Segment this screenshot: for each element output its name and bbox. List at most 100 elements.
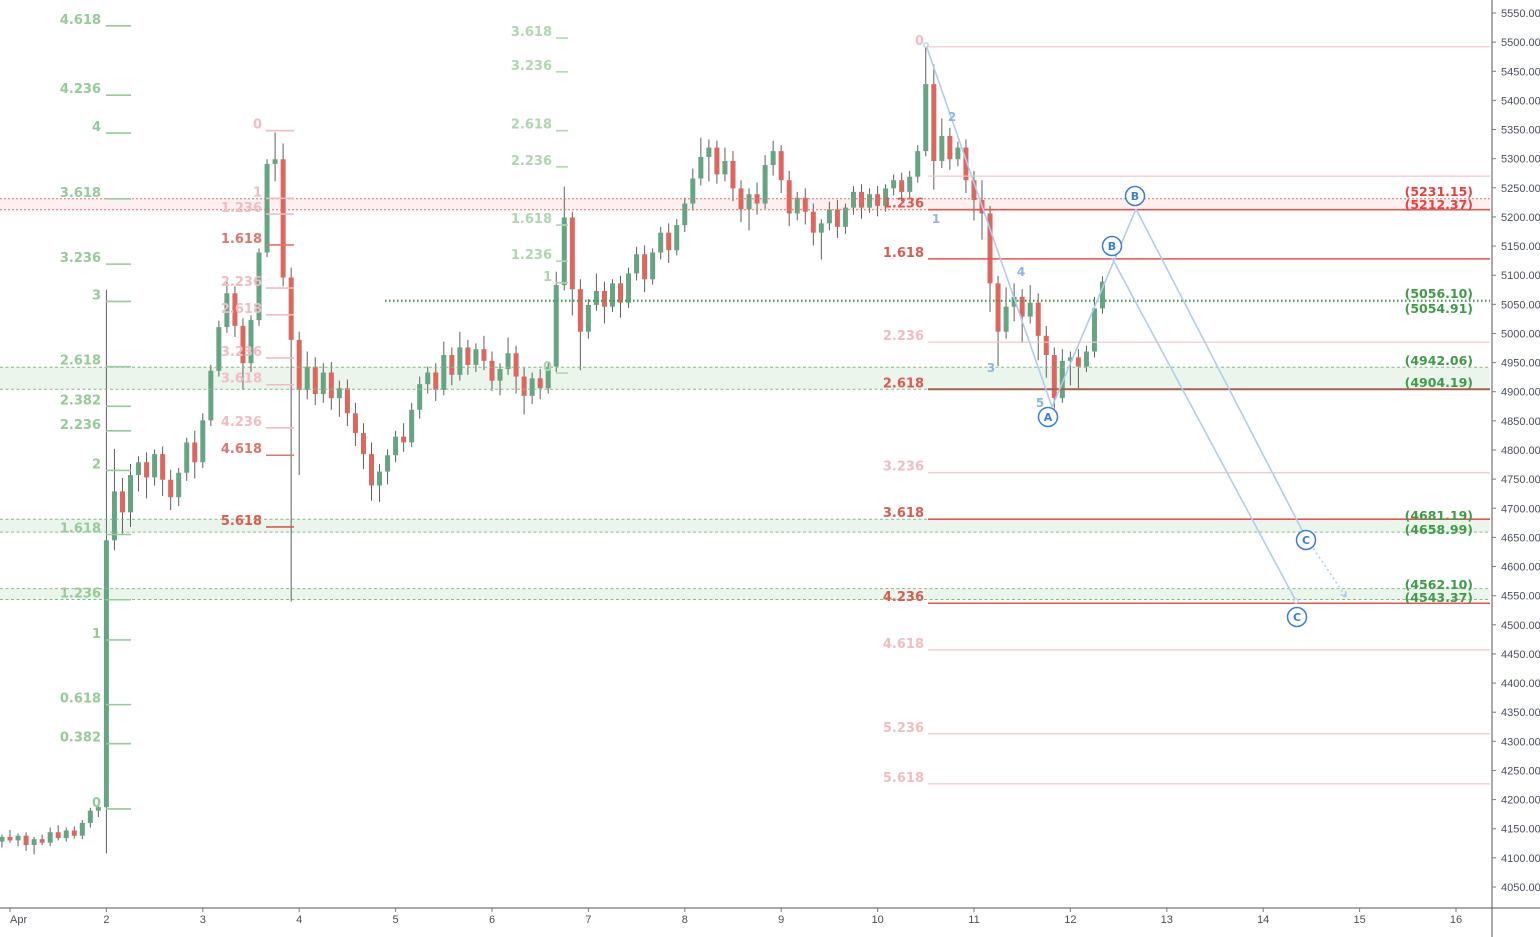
elliott-wave-drawing[interactable]: 1 2 3 4 5A B B C C xyxy=(923,42,1347,628)
candle-down xyxy=(192,442,198,463)
fib-level-label: 1.618 xyxy=(883,246,924,261)
time-axis-label: 6 xyxy=(489,914,495,926)
candle-up xyxy=(127,475,133,513)
candle-up xyxy=(248,320,254,364)
candle-down xyxy=(328,372,334,399)
wave-projection-line[interactable] xyxy=(1051,208,1137,408)
wave-letter-circle[interactable] xyxy=(1101,235,1123,257)
candle-down xyxy=(802,197,808,212)
wave-letter-circle[interactable] xyxy=(1124,185,1146,207)
price-axis-label: 5500.00 xyxy=(1501,37,1540,49)
time-axis-label: 5 xyxy=(393,914,399,926)
time-axis-label: 13 xyxy=(1161,914,1173,926)
candle-up xyxy=(634,254,640,274)
fib-level-label: 2.236 xyxy=(511,154,552,169)
candle-up xyxy=(1067,357,1073,361)
candle-down xyxy=(368,454,374,486)
candle-down xyxy=(834,209,840,227)
candle-down xyxy=(1051,355,1057,399)
candle-down xyxy=(730,160,736,189)
fib-level-label: 5.236 xyxy=(883,721,924,736)
arrow-head-icon xyxy=(1340,590,1347,598)
candle-up xyxy=(417,384,423,410)
candle-up xyxy=(891,180,897,189)
candle-up xyxy=(867,194,873,208)
candle-up xyxy=(15,835,21,841)
candle-up xyxy=(87,810,93,823)
candle-up xyxy=(200,420,206,463)
wave-digit-label: 5 xyxy=(1036,396,1044,410)
fib-level-label: 3.236 xyxy=(883,460,924,475)
fib-level-label: 4.236 xyxy=(221,415,262,430)
wave-endpoint-dot[interactable] xyxy=(923,42,929,48)
candle-up xyxy=(184,442,190,473)
candle-up xyxy=(320,372,326,395)
fib-band[interactable] xyxy=(0,367,1490,390)
time-axis[interactable]: Apr 2 3 4 5 6 7 8 9 10 11 12 13 14 15 16 xyxy=(9,908,1462,926)
wave-projection-line[interactable] xyxy=(1135,208,1304,533)
fib-level-label: 4.618 xyxy=(60,13,101,28)
candle-down xyxy=(465,347,471,365)
fib-level-label: 0.618 xyxy=(60,692,101,707)
candle-down xyxy=(481,349,487,361)
fib-level-label: 2 xyxy=(92,457,101,472)
fib-mid-pink[interactable]: 0 11.236 1.618 2.236 2.618 3.236 3.618 4.236 4.6… xyxy=(221,118,294,529)
time-axis-label: 12 xyxy=(1064,914,1076,926)
price-axis-label: 4500.00 xyxy=(1501,620,1540,632)
price-axis-label: 4750.00 xyxy=(1501,474,1540,486)
candle-up xyxy=(336,388,342,399)
candle-up xyxy=(826,209,832,224)
price-axis-label: 4600.00 xyxy=(1501,562,1540,574)
wave-letter-circle[interactable] xyxy=(1295,529,1317,551)
price-axis-label: 5450.00 xyxy=(1501,66,1540,78)
fib-level-label: 1.236 xyxy=(221,201,262,216)
fib-mid-green[interactable]: 3.618 3.236 2.618 2.236 1.618 1.236 1 0 xyxy=(511,25,568,375)
price-axis-label: 4400.00 xyxy=(1501,678,1540,690)
fib-level-label: 3.618 xyxy=(60,186,101,201)
wave-letter-circle[interactable] xyxy=(1037,406,1059,428)
candle-down xyxy=(521,376,527,396)
candle-up xyxy=(31,839,37,846)
fib-right-red[interactable]: 0 1.236 1.618 2.236 2.618 3.236 3.618 4.236 4.61… xyxy=(883,34,1490,786)
fib-level-label: 2.236 xyxy=(60,418,101,433)
fib-left-green[interactable]: 4.618 4.236 4 3.618 3.236 3 2.618 2.382 2.236 2 1.… xyxy=(60,13,131,811)
fib-band[interactable] xyxy=(0,198,1490,210)
candle-up xyxy=(393,436,399,456)
candle-up xyxy=(425,372,431,385)
fib-level-label: 2.382 xyxy=(60,393,101,408)
wave-projection-line[interactable] xyxy=(1111,257,1297,602)
price-axis[interactable]: 5550.00 5500.00 5450.00 5400.00 5350.00 5300.… xyxy=(1492,8,1540,894)
fib-level-label: 3.618 xyxy=(511,25,552,40)
candle-up xyxy=(95,807,101,811)
time-axis-label: 14 xyxy=(1257,914,1269,926)
candle-up xyxy=(682,203,688,226)
wave-projection-line[interactable] xyxy=(925,44,1053,408)
candle-down xyxy=(1019,296,1025,317)
wave-endpoint-dot[interactable] xyxy=(1293,598,1299,604)
candle-down xyxy=(39,839,45,843)
candle-down xyxy=(618,283,624,303)
wave-letter-label: A xyxy=(1044,411,1053,424)
candle-up xyxy=(63,830,69,839)
wave-digit-label: 4 xyxy=(1017,265,1025,279)
fib-band[interactable] xyxy=(0,519,1490,533)
fib-level-label: 2.236 xyxy=(221,275,262,290)
candle-down xyxy=(344,388,350,414)
candle-up xyxy=(561,217,567,286)
fib-level-label: 1.618 xyxy=(221,232,262,247)
price-axis-label: 4950.00 xyxy=(1501,358,1540,370)
time-axis-label: 8 xyxy=(682,914,688,926)
wave-letter-circle[interactable] xyxy=(1286,606,1308,628)
candle-down xyxy=(601,290,607,307)
fib-band[interactable] xyxy=(0,588,1490,600)
candle-up xyxy=(923,84,929,152)
wave-dotted-extension[interactable] xyxy=(1304,535,1347,598)
price-axis-label: 4900.00 xyxy=(1501,387,1540,399)
time-axis-label: 4 xyxy=(296,914,302,926)
candle-up xyxy=(626,273,632,303)
fib-level-label: 4.236 xyxy=(883,590,924,605)
price-axis-label: 4050.00 xyxy=(1501,882,1540,894)
fib-level-label: 4.618 xyxy=(221,442,262,457)
candle-up xyxy=(529,378,535,396)
